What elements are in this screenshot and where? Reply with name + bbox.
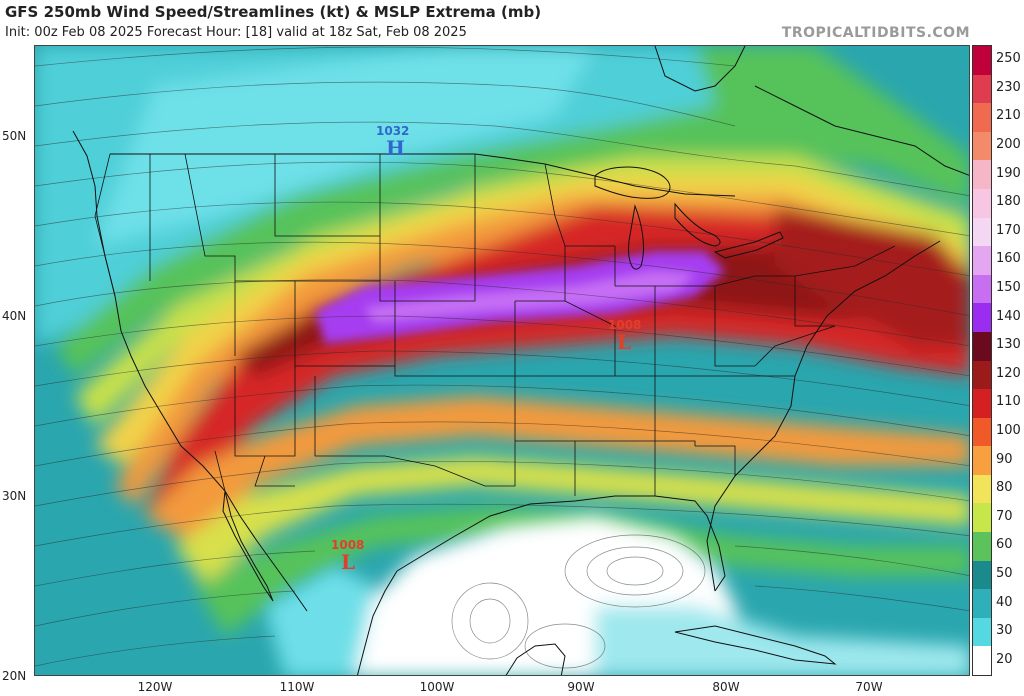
colorbar-label: 230 (996, 79, 1021, 95)
colorbar-segment (973, 589, 991, 619)
colorbar-segment (973, 188, 991, 218)
colorbar-label: 160 (996, 251, 1021, 267)
lon-label-120w: 120W (137, 680, 173, 694)
lon-label-100w: 100W (419, 680, 455, 694)
map-title: GFS 250mb Wind Speed/Streamlines (kt) & … (5, 3, 542, 21)
high-pressure-value: 1032 (376, 124, 410, 138)
colorbar-segment (973, 503, 991, 533)
tropical-quiet-area (265, 516, 969, 675)
colorbar-segment (973, 360, 991, 390)
lon-label-110w: 110W (279, 680, 315, 694)
wind-speed-field (35, 46, 969, 636)
low-pressure-value-west: 1008 (331, 538, 365, 552)
colorbar-segment (973, 274, 991, 304)
low-pressure-symbol-west: L (341, 550, 356, 574)
colorbar-segment (973, 303, 991, 333)
colorbar-segment (973, 331, 991, 361)
lat-label-20n: 20N (2, 669, 27, 683)
colorbar-label: 180 (996, 194, 1021, 210)
map-subtitle: Init: 00z Feb 08 2025 Forecast Hour: [18… (5, 25, 467, 40)
colorbar-segment (973, 246, 991, 276)
colorbar-segment (973, 474, 991, 504)
colorbar-label: 90 (996, 451, 1013, 467)
colorbar-segment (973, 131, 991, 161)
high-pressure-symbol: H (386, 136, 405, 160)
state-borders (94, 153, 896, 496)
colorbar-label: 210 (996, 108, 1021, 124)
colorbar-segment (973, 417, 991, 447)
colorbar-label: 40 (996, 594, 1013, 610)
colorbar-label: 80 (996, 480, 1013, 496)
colorbar-label: 140 (996, 308, 1021, 324)
colorbar-label: 190 (996, 165, 1021, 181)
colorbar-label: 250 (996, 51, 1021, 67)
lon-label-70w: 70W (855, 680, 883, 694)
colorbar-label: 70 (996, 508, 1013, 524)
colorbar-segment (973, 560, 991, 590)
colorbar-label: 110 (996, 394, 1021, 410)
colorbar-label: 60 (996, 537, 1013, 553)
low-pressure-value-east: 1008 (608, 318, 642, 332)
colorbar-segment (973, 217, 991, 247)
colorbar-segment (973, 160, 991, 190)
low-pressure-symbol-east: L (617, 330, 632, 354)
colorbar-segment (973, 74, 991, 104)
jet-core (315, 251, 725, 344)
map-canvas (34, 45, 970, 676)
colorbar-segment (973, 446, 991, 476)
lon-label-80w: 80W (712, 680, 740, 694)
colorbar-segment (973, 646, 991, 676)
colorbar-segment (973, 103, 991, 133)
colorbar-label: 200 (996, 137, 1021, 153)
colorbar-label: 20 (996, 651, 1013, 667)
colorbar-label: 170 (996, 222, 1021, 238)
colorbar (972, 45, 992, 676)
colorbar-label: 120 (996, 365, 1021, 381)
colorbar-segment (973, 389, 991, 419)
colorbar-label: 130 (996, 337, 1021, 353)
colorbar-label: 100 (996, 422, 1021, 438)
watermark: TROPICALTIDBITS.COM (781, 25, 970, 41)
streamlines (35, 46, 969, 669)
lat-label-50n: 50N (2, 129, 27, 143)
colorbar-label: 30 (996, 623, 1013, 639)
colorbar-segment (973, 617, 991, 647)
colorbar-segment (973, 46, 991, 75)
lat-label-40n: 40N (2, 309, 27, 323)
colorbar-label: 50 (996, 565, 1013, 581)
colorbar-label: 150 (996, 280, 1021, 296)
colorbar-segment (973, 532, 991, 562)
lon-label-90w: 90W (567, 680, 595, 694)
lat-label-30n: 30N (2, 489, 27, 503)
map-svg (35, 46, 969, 675)
